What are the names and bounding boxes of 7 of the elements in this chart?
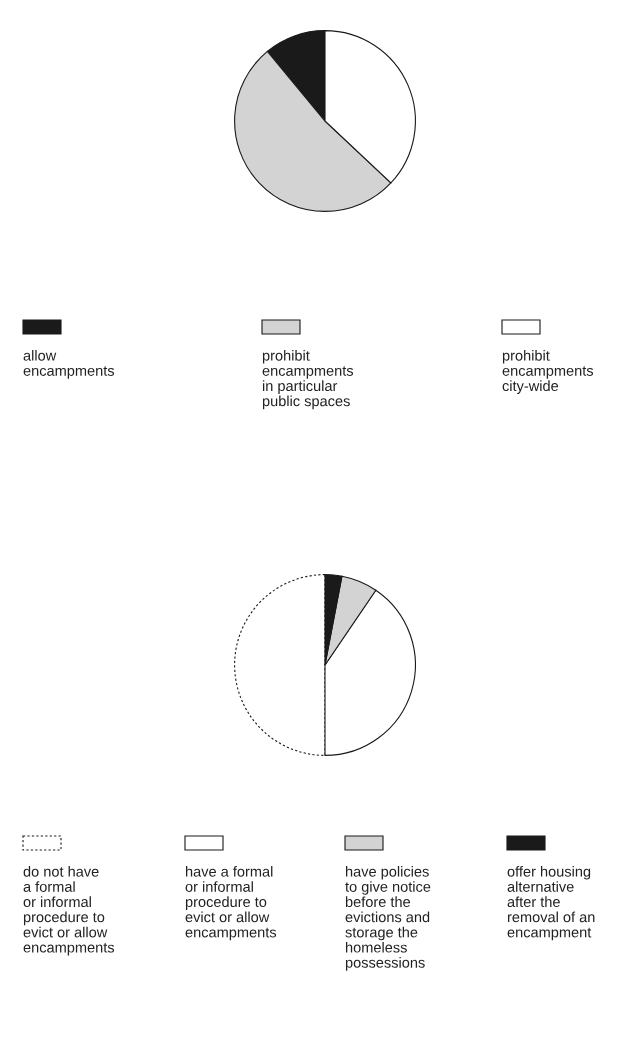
legend-label: prohibit encampments city-wide [502,350,594,394]
legend-label: have policies to give notice before the evictions and storage the homeless possessions [345,866,431,971]
legend-label: have a formal or informal procedure to evict or allow encampments [185,866,277,941]
legend-label: do not have a formal or informal procedure to evict or allow encampments [23,866,115,956]
legend-label: allow encampments [23,350,115,379]
legend-label: prohibit encampments in particular public spaces [262,350,354,410]
legend-label: offer housing alternative after the removal of an encampment [507,866,595,941]
